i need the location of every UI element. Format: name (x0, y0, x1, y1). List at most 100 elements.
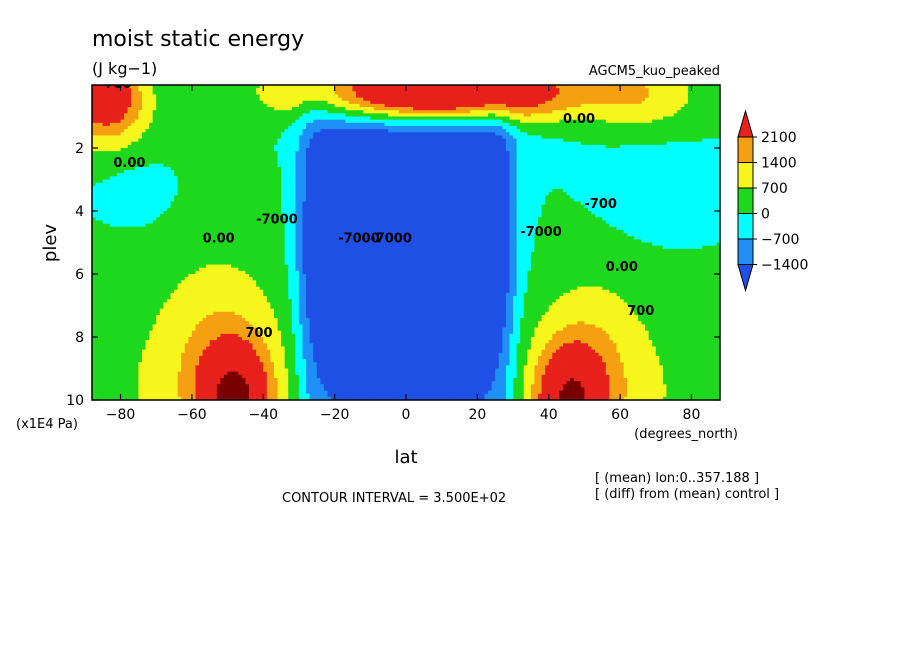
field-cell (99, 91, 104, 96)
field-cell (113, 173, 118, 177)
field-cell (141, 292, 147, 297)
field-cell (113, 362, 118, 366)
field-cell (124, 368, 129, 373)
field-cell (102, 330, 107, 335)
field-cell (92, 163, 97, 168)
field-cell (99, 324, 104, 329)
field-cell (99, 349, 104, 354)
field-cell (152, 214, 157, 218)
field-cell (127, 220, 132, 225)
field-cell (170, 296, 175, 300)
field-cell (199, 204, 204, 209)
field-cell (113, 299, 118, 303)
field-cell (156, 135, 161, 140)
field-cell (181, 349, 186, 354)
field-cell (188, 283, 193, 288)
field-cell (188, 138, 193, 143)
field-cell (188, 330, 193, 335)
field-cell (106, 170, 111, 174)
field-cell (141, 327, 147, 332)
field-cell (159, 116, 164, 121)
field-cell (181, 88, 186, 92)
field-cell (141, 337, 147, 341)
field-cell (113, 277, 118, 281)
field-cell (92, 195, 97, 199)
field-cell (195, 299, 200, 303)
field-cell (106, 85, 111, 89)
field-cell (181, 270, 186, 275)
field-cell (177, 255, 182, 259)
field-cell (131, 255, 136, 259)
field-cell (120, 201, 125, 206)
field-cell (149, 85, 154, 89)
field-cell (134, 337, 139, 341)
field-cell (174, 103, 179, 108)
field-cell (177, 166, 182, 171)
field-cell (174, 314, 179, 319)
field-cell (166, 381, 172, 385)
field-cell (159, 220, 164, 225)
field-cell (145, 393, 150, 398)
field-cell (109, 94, 115, 99)
field-cell (109, 280, 115, 285)
field-cell (99, 85, 104, 89)
field-cell (106, 286, 111, 291)
field-cell (116, 176, 122, 181)
field-cell (156, 330, 161, 335)
field-cell (102, 166, 107, 171)
field-cell (174, 242, 179, 247)
field-cell (166, 116, 172, 121)
field-cell (184, 308, 189, 313)
field-cell (170, 330, 175, 335)
field-cell (152, 211, 157, 215)
field-cell (99, 198, 104, 203)
field-cell (95, 289, 100, 294)
field-cell (191, 270, 197, 275)
field-cell (138, 226, 143, 231)
field-cell (113, 113, 118, 118)
field-cell (159, 251, 164, 256)
field-cell (131, 270, 136, 275)
field-cell (163, 270, 168, 275)
field-cell (152, 151, 157, 155)
field-cell (120, 384, 125, 388)
field-cell (199, 129, 204, 133)
field-cell (106, 283, 111, 288)
field-cell (195, 346, 200, 351)
field-cell (159, 314, 164, 319)
field-cell (95, 223, 100, 228)
field-cell (166, 311, 172, 316)
field-cell (106, 176, 111, 181)
field-cell (199, 299, 204, 303)
field-cell (99, 239, 104, 244)
field-cell (199, 85, 204, 89)
field-cell (163, 122, 168, 127)
field-cell (116, 330, 122, 335)
field-cell (127, 148, 132, 152)
field-cell (99, 311, 104, 316)
field-cell (124, 229, 129, 234)
field-cell (145, 125, 150, 130)
field-cell (127, 305, 132, 310)
field-cell (174, 116, 179, 121)
field-cell (134, 371, 139, 376)
field-cell (177, 311, 182, 316)
field-cell (131, 248, 136, 253)
field-cell (174, 204, 179, 209)
field-cell (181, 154, 186, 159)
field-cell (181, 94, 186, 99)
field-cell (109, 163, 115, 168)
field-cell (166, 103, 172, 108)
field-cell (109, 173, 115, 177)
field-cell (188, 94, 193, 99)
field-cell (124, 151, 129, 155)
field-cell (120, 107, 125, 111)
field-cell (174, 390, 179, 395)
field-cell (92, 110, 97, 114)
field-cell (141, 346, 147, 351)
field-cell (127, 236, 132, 240)
field-cell (199, 264, 204, 269)
field-cell (199, 349, 204, 354)
field-cell (188, 188, 193, 193)
field-cell (191, 198, 197, 203)
